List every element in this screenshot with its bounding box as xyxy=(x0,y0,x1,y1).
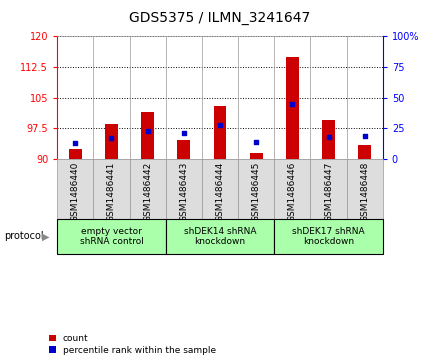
Bar xyxy=(286,57,299,159)
Point xyxy=(144,128,151,134)
Bar xyxy=(238,159,274,219)
Text: GSM1486443: GSM1486443 xyxy=(180,162,188,222)
Text: GSM1486446: GSM1486446 xyxy=(288,162,297,222)
Point xyxy=(72,140,79,146)
Text: GSM1486447: GSM1486447 xyxy=(324,162,333,222)
Bar xyxy=(202,159,238,219)
Text: GSM1486441: GSM1486441 xyxy=(107,162,116,222)
Bar xyxy=(274,159,311,219)
Bar xyxy=(57,219,166,254)
Bar xyxy=(69,148,82,159)
Text: GSM1486448: GSM1486448 xyxy=(360,162,369,222)
Bar xyxy=(250,153,263,159)
Text: shDEK17 shRNA
knockdown: shDEK17 shRNA knockdown xyxy=(292,227,365,246)
Bar xyxy=(311,159,347,219)
Bar xyxy=(129,159,166,219)
Bar xyxy=(214,106,226,159)
Bar xyxy=(322,120,335,159)
Bar xyxy=(166,159,202,219)
Point xyxy=(108,135,115,141)
Text: GSM1486445: GSM1486445 xyxy=(252,162,260,222)
Point xyxy=(289,101,296,107)
Bar xyxy=(57,159,93,219)
Bar xyxy=(105,124,118,159)
Point xyxy=(253,139,260,144)
Bar xyxy=(359,144,371,159)
Text: GSM1486440: GSM1486440 xyxy=(71,162,80,222)
Bar xyxy=(166,219,274,254)
Legend: count, percentile rank within the sample: count, percentile rank within the sample xyxy=(48,334,216,355)
Point xyxy=(325,134,332,140)
Text: GDS5375 / ILMN_3241647: GDS5375 / ILMN_3241647 xyxy=(129,11,311,25)
Bar xyxy=(141,112,154,159)
Bar xyxy=(177,140,190,159)
Text: protocol: protocol xyxy=(4,231,44,241)
Bar xyxy=(347,159,383,219)
Point xyxy=(361,132,368,138)
Text: empty vector
shRNA control: empty vector shRNA control xyxy=(80,227,143,246)
Text: GSM1486442: GSM1486442 xyxy=(143,162,152,222)
Text: GSM1486444: GSM1486444 xyxy=(216,162,224,222)
Bar xyxy=(274,219,383,254)
Bar xyxy=(93,159,129,219)
Point xyxy=(180,130,187,136)
Point xyxy=(216,122,224,127)
Text: shDEK14 shRNA
knockdown: shDEK14 shRNA knockdown xyxy=(184,227,256,246)
Text: ▶: ▶ xyxy=(42,231,49,241)
